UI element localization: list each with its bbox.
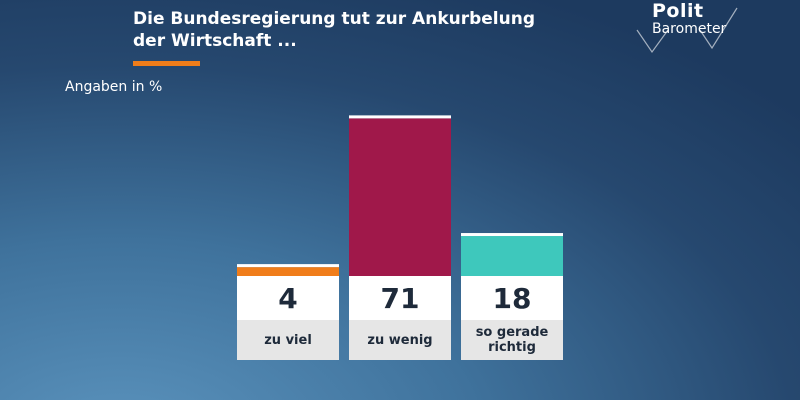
bar <box>237 267 339 276</box>
bar <box>349 118 451 276</box>
chart-subtitle: Angaben in % <box>65 79 163 95</box>
category-label: zu wenig <box>349 320 451 360</box>
logo-mark <box>636 29 669 54</box>
value-box <box>237 276 339 320</box>
title-underline <box>133 61 200 66</box>
category-label: zu viel <box>237 320 339 360</box>
value-label: 71 <box>380 281 420 315</box>
bar-cap <box>349 115 451 119</box>
logo-text: Barometer <box>652 21 727 37</box>
logo-text: Polit <box>652 0 704 22</box>
chart-title: Die Bundesregierung tut zur Ankurbelung … <box>133 9 536 51</box>
logo: Polit Barometer <box>652 2 726 38</box>
bar-cap <box>461 233 563 237</box>
bar <box>461 236 563 276</box>
logo-mark <box>699 7 738 50</box>
value-label: 18 <box>492 281 532 315</box>
value-label: 4 <box>278 281 298 315</box>
value-box <box>461 276 563 320</box>
category-label: so gerade richtig <box>461 320 563 360</box>
value-box <box>349 276 451 320</box>
bar-cap <box>237 264 339 268</box>
